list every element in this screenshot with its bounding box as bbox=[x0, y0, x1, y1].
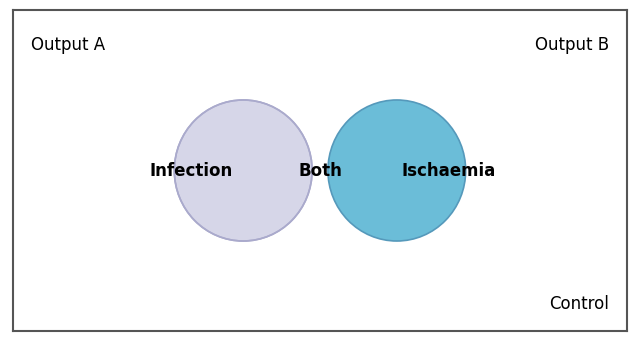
Text: Output B: Output B bbox=[534, 36, 609, 54]
Text: Ischaemia: Ischaemia bbox=[402, 162, 496, 179]
Text: Control: Control bbox=[549, 295, 609, 313]
Text: Output A: Output A bbox=[31, 36, 106, 54]
Ellipse shape bbox=[174, 100, 312, 241]
Text: Infection: Infection bbox=[149, 162, 232, 179]
Ellipse shape bbox=[328, 100, 466, 241]
Text: Both: Both bbox=[298, 162, 342, 179]
